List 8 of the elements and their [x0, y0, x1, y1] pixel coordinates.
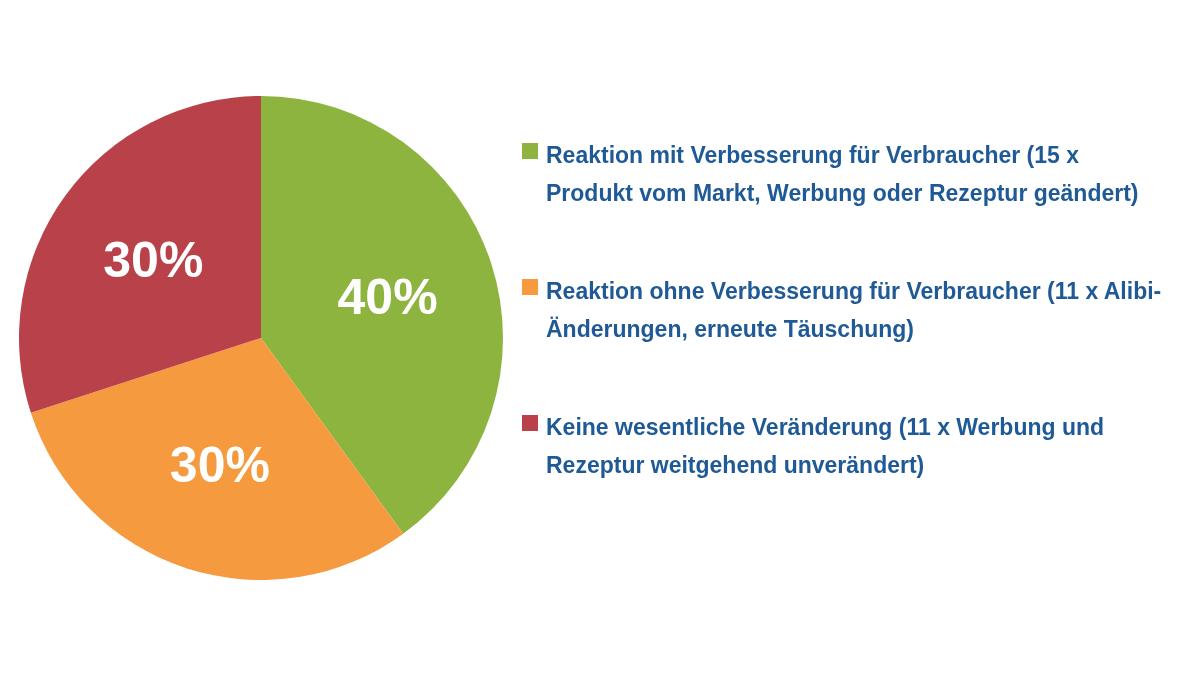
data-label: 30% [169, 436, 270, 493]
legend-label: Reaktion mit Verbesserung für Verbraucher (15 x Produkt vom Markt, Werbung oder Rezeptur geändert) [546, 141, 1140, 208]
legend-label: Keine wesentliche Veränderung (11 x Werbung und Rezeptur weitgehend unverändert) [546, 413, 1106, 480]
legend-label: Reaktion ohne Verbesserung für Verbraucher (11 x Alibi-Änderungen, erneute Täuschung) [546, 277, 1163, 344]
data-label: 40% [337, 268, 438, 325]
pie-slice [30, 338, 404, 580]
pie-slice [19, 96, 261, 413]
data-label: 30% [103, 231, 204, 288]
